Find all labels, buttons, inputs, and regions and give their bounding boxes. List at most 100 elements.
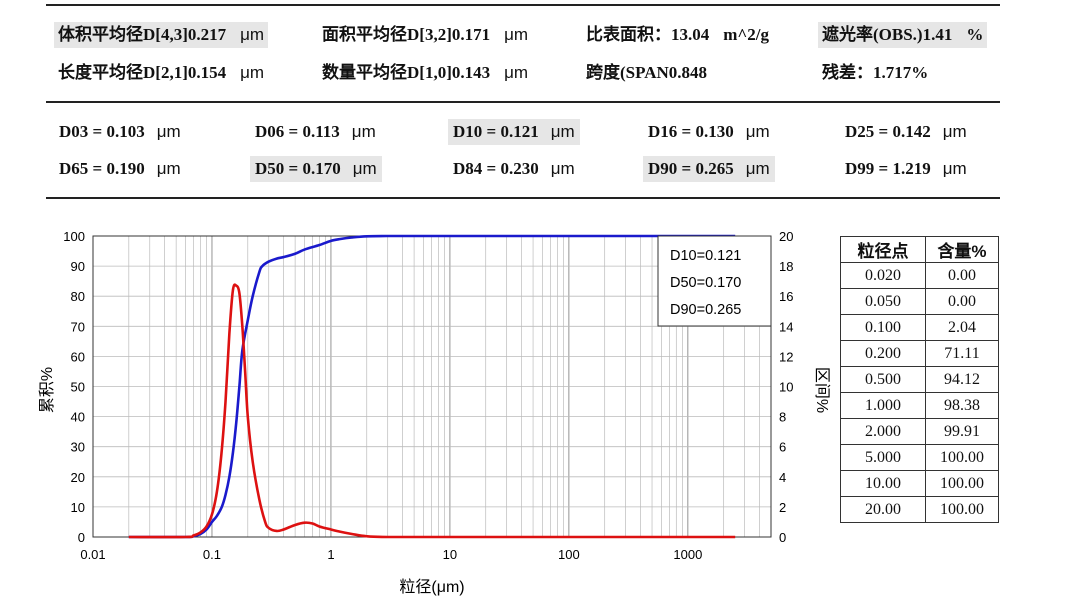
x-tick-label: 1000: [673, 547, 702, 562]
y-left-tick-label: 90: [71, 259, 85, 274]
summary-label: 长度平均径D[2,1]: [58, 63, 188, 82]
summary-label: 体积平均径D[4,3]: [58, 25, 188, 44]
percentile-unit: μm: [745, 122, 770, 141]
table-cell-size: 1.000: [840, 392, 926, 419]
x-tick-label: 0.1: [203, 547, 221, 562]
table-cell-content: 100.00: [925, 444, 999, 471]
table-row: 0.020 0.00: [840, 262, 999, 289]
y-left-ticks: 0 10 20 30 40 50 60 70 80 90 100: [63, 229, 85, 545]
y-right-tick-label: 0: [779, 530, 786, 545]
bottom-rule: [46, 197, 1000, 199]
y-right-tick-label: 14: [779, 319, 793, 334]
table-row: 5.000 100.00: [840, 444, 999, 471]
series-lines: [128, 234, 736, 539]
percentile-unit: μm: [351, 122, 376, 141]
table-cell-size: 0.200: [840, 340, 926, 367]
percentile-label: D65 = 0.190: [59, 159, 145, 178]
x-axis-label: 粒径(μm): [399, 578, 464, 596]
percentile-row2-item-3: D90 = 0.265 μm: [643, 156, 775, 182]
summary-unit: μm: [240, 25, 265, 44]
y-right-tick-label: 18: [779, 259, 793, 274]
d-values-box: D10=0.121 D50=0.170 D90=0.265: [657, 235, 772, 327]
table-cell-content: 100.00: [925, 470, 999, 497]
percentile-row1-item-0: D03 = 0.103 μm: [54, 119, 186, 145]
percentile-row1-item-3: D16 = 0.130 μm: [643, 119, 775, 145]
table-cell-content: 71.11: [925, 340, 999, 367]
percentile-row1-item-1: D06 = 0.113 μm: [250, 119, 381, 145]
summary-unit: m^2/g: [723, 25, 770, 44]
x-tick-label: 10: [443, 547, 457, 562]
table-cell-size: 2.000: [840, 418, 926, 445]
table-cell-size: 0.020: [840, 262, 926, 289]
percentile-label: D03 = 0.103: [59, 122, 145, 141]
summary-label: 跨度(SPAN: [586, 63, 669, 82]
summary-row1-item-3: 遮光率(OBS.)1.41%: [818, 22, 988, 48]
y-right-ticks: 0 2 4 6 8 10 12 14 16 18 20: [779, 229, 793, 545]
x-tick-label: 0.01: [80, 547, 105, 562]
top-rule: [46, 4, 1000, 6]
summary-unit: μm: [240, 63, 265, 82]
y-left-tick-label: 60: [71, 349, 85, 364]
summary-label: 数量平均径D[1,0]: [322, 63, 452, 82]
distribution-chart: 0.01 0.1 1 10 100 1000 0102030405060708090100…: [38, 229, 831, 596]
percentile-unit: μm: [745, 159, 770, 178]
table-cell-content: 100.00: [925, 496, 999, 523]
size-content-table: 粒径点 含量% 0.020 0.00 0.050 0.00 0.100 2.04 0.200…: [840, 236, 999, 523]
summary-value: 0.143: [451, 63, 491, 82]
table-cell-size: 0.050: [840, 288, 926, 315]
cumulative-series-line: [128, 234, 736, 539]
summary-value: 0.171: [451, 25, 491, 44]
summary-value: 0.154: [187, 63, 227, 82]
percentile-unit: μm: [352, 159, 377, 178]
y-left-tick-label: 40: [71, 410, 85, 425]
table-cell-content: 2.04: [925, 314, 999, 341]
y-right-tick-label: 4: [779, 470, 786, 485]
y-right-tick-label: 2: [779, 500, 786, 515]
y-right-tick-label: 8: [779, 410, 786, 425]
table-row: 20.00 100.00: [840, 496, 999, 523]
summary-row2-item-0: 长度平均径D[2,1]0.154 μm: [54, 60, 268, 86]
table-cell-content: 0.00: [925, 288, 999, 315]
table-cell-content: 98.38: [925, 392, 999, 419]
y-right-tick-label: 20: [779, 229, 793, 244]
summary-unit: μm: [504, 25, 529, 44]
y-right-tick-label: 10: [779, 380, 793, 395]
summary-label: 比表面积：: [586, 25, 671, 44]
summary-value: 13.04: [671, 25, 710, 44]
percentile-unit: μm: [942, 122, 967, 141]
percentile-label: D99 = 1.219: [845, 159, 931, 178]
summary-value: 1.717%: [873, 63, 929, 82]
table-cell-size: 10.00: [840, 470, 926, 497]
table-row: 0.050 0.00: [840, 288, 999, 315]
summary-value: 0.217: [187, 25, 227, 44]
table-row: 0.100 2.04: [840, 314, 999, 341]
d-value-label: D50=0.170: [670, 275, 741, 291]
table-cell-content: 94.12: [925, 366, 999, 393]
percentile-label: D25 = 0.142: [845, 122, 931, 141]
y-right-tick-label: 16: [779, 289, 793, 304]
summary-value: 0.848: [668, 63, 708, 82]
summary-row1-item-1: 面积平均径D[3,2]0.171 μm: [318, 22, 532, 48]
y-left-tick-label: 100: [63, 229, 85, 244]
middle-rule: [46, 101, 1000, 103]
d-value-label: D90=0.265: [670, 302, 741, 318]
table-header-content: 含量%: [925, 236, 999, 263]
percentile-row1-item-4: D25 = 0.142 μm: [840, 119, 972, 145]
table-row: 0.500 94.12: [840, 366, 999, 393]
percentile-label: D10 = 0.121: [453, 122, 539, 141]
chart-grid: [92, 235, 772, 538]
percentile-unit: μm: [942, 159, 967, 178]
percentile-label: D84 = 0.230: [453, 159, 539, 178]
d-values-box-frame: [657, 235, 772, 327]
percentile-row2-item-0: D65 = 0.190 μm: [54, 156, 186, 182]
percentile-row2-item-4: D99 = 1.219 μm: [840, 156, 972, 182]
table-row: 0.200 71.11: [840, 340, 999, 367]
percentile-row2-item-2: D84 = 0.230 μm: [448, 156, 580, 182]
percentile-unit: μm: [550, 122, 575, 141]
table-row: 2.000 99.91: [840, 418, 999, 445]
x-tick-label: 100: [558, 547, 580, 562]
y-left-tick-label: 50: [71, 380, 85, 395]
y-left-tick-label: 20: [71, 470, 85, 485]
table-cell-size: 20.00: [840, 496, 926, 523]
summary-label: 残差：: [822, 63, 873, 82]
